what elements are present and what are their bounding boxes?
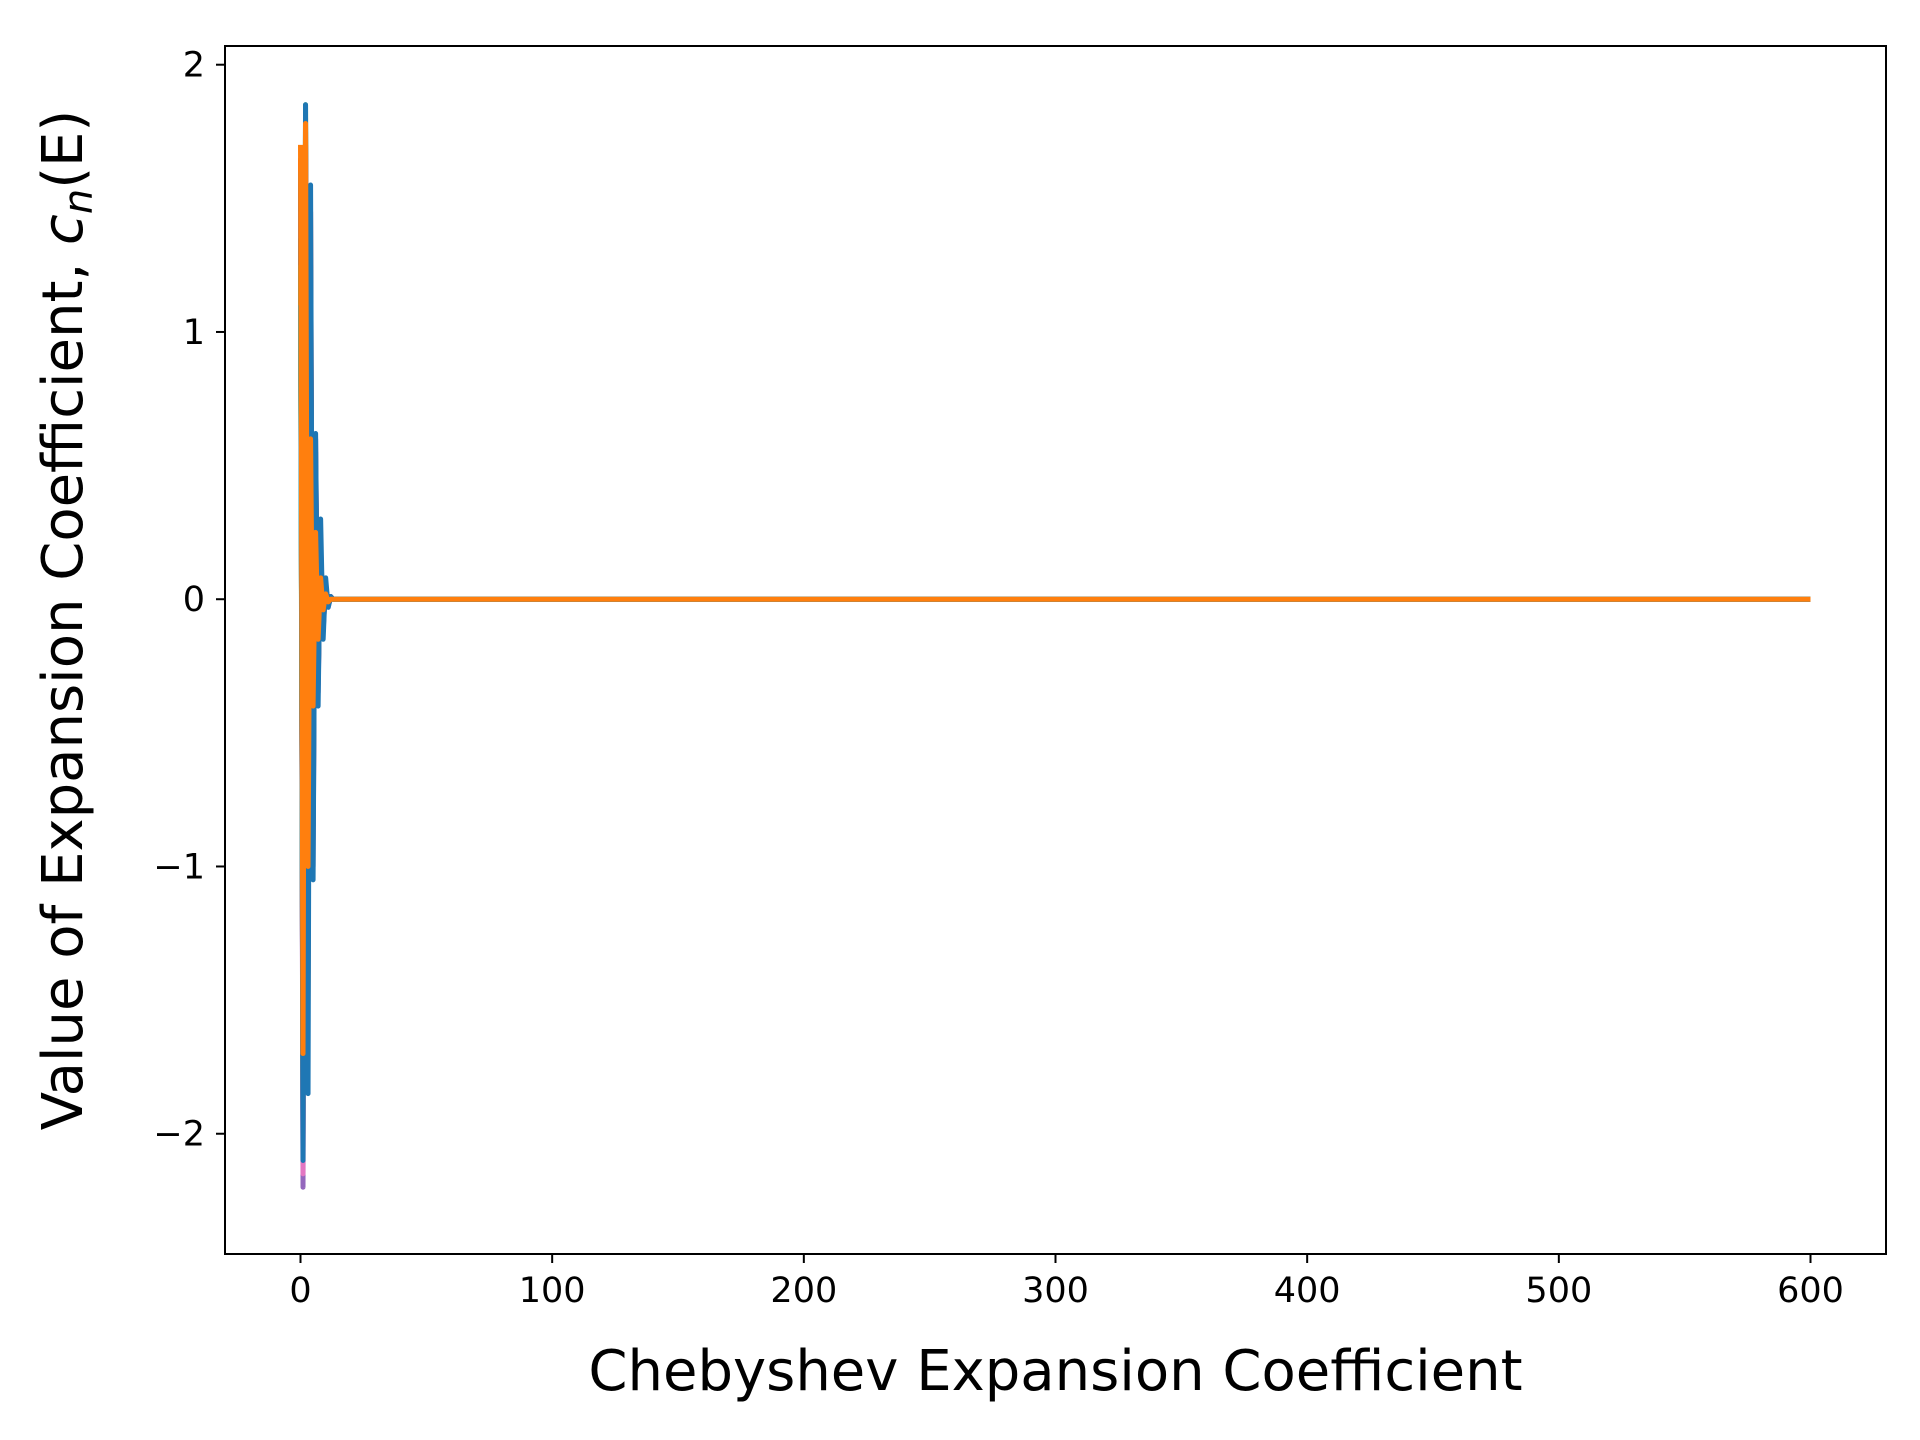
y-axis-title: Value of Expansion Coefficient, cn(E) <box>31 110 102 1131</box>
y-axis-title-subscript: n <box>56 189 102 214</box>
x-axis: 0 100 200 300 400 500 600 <box>289 1254 1844 1311</box>
series-layer <box>298 102 1811 1190</box>
x-tick-label: 0 <box>289 1271 311 1311</box>
x-tick-label: 300 <box>1022 1271 1089 1311</box>
x-tick-label: 400 <box>1274 1271 1341 1311</box>
x-tick-label: 100 <box>519 1271 586 1311</box>
y-tick-label: −2 <box>153 1115 205 1155</box>
y-axis-title-suffix: (E) <box>31 110 96 189</box>
y-axis-title-symbol: c <box>31 214 96 245</box>
series-line <box>298 121 1811 1057</box>
y-tick-label: 0 <box>183 580 205 620</box>
y-tick-label: 1 <box>183 313 205 353</box>
y-tick-label: −1 <box>153 847 205 887</box>
y-axis-title-prefix: Value of Expansion Coefficient, <box>31 245 96 1130</box>
y-axis: −2 −1 0 1 2 <box>153 46 225 1155</box>
x-tick-label: 600 <box>1777 1271 1844 1311</box>
y-tick-label: 2 <box>183 46 205 86</box>
x-tick-label: 200 <box>770 1271 837 1311</box>
x-tick-label: 500 <box>1525 1271 1592 1311</box>
x-axis-title: Chebyshev Expansion Coefficient <box>588 1339 1522 1404</box>
